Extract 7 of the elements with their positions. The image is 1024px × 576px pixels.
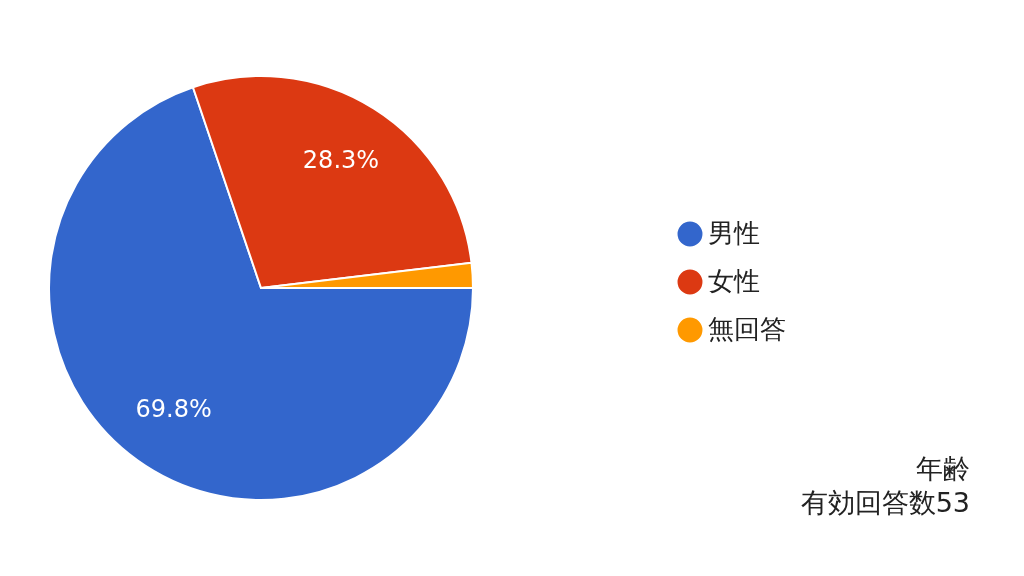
legend-label: 無回答 [708, 314, 786, 344]
legend-label: 男性 [708, 218, 760, 248]
text: 年齢 [915, 452, 970, 486]
legend-label: 女性 [708, 266, 760, 296]
data-label: 69.8% [135, 394, 212, 423]
text: 有効回答数53 [800, 486, 970, 520]
data-label: 28.3% [302, 146, 380, 175]
